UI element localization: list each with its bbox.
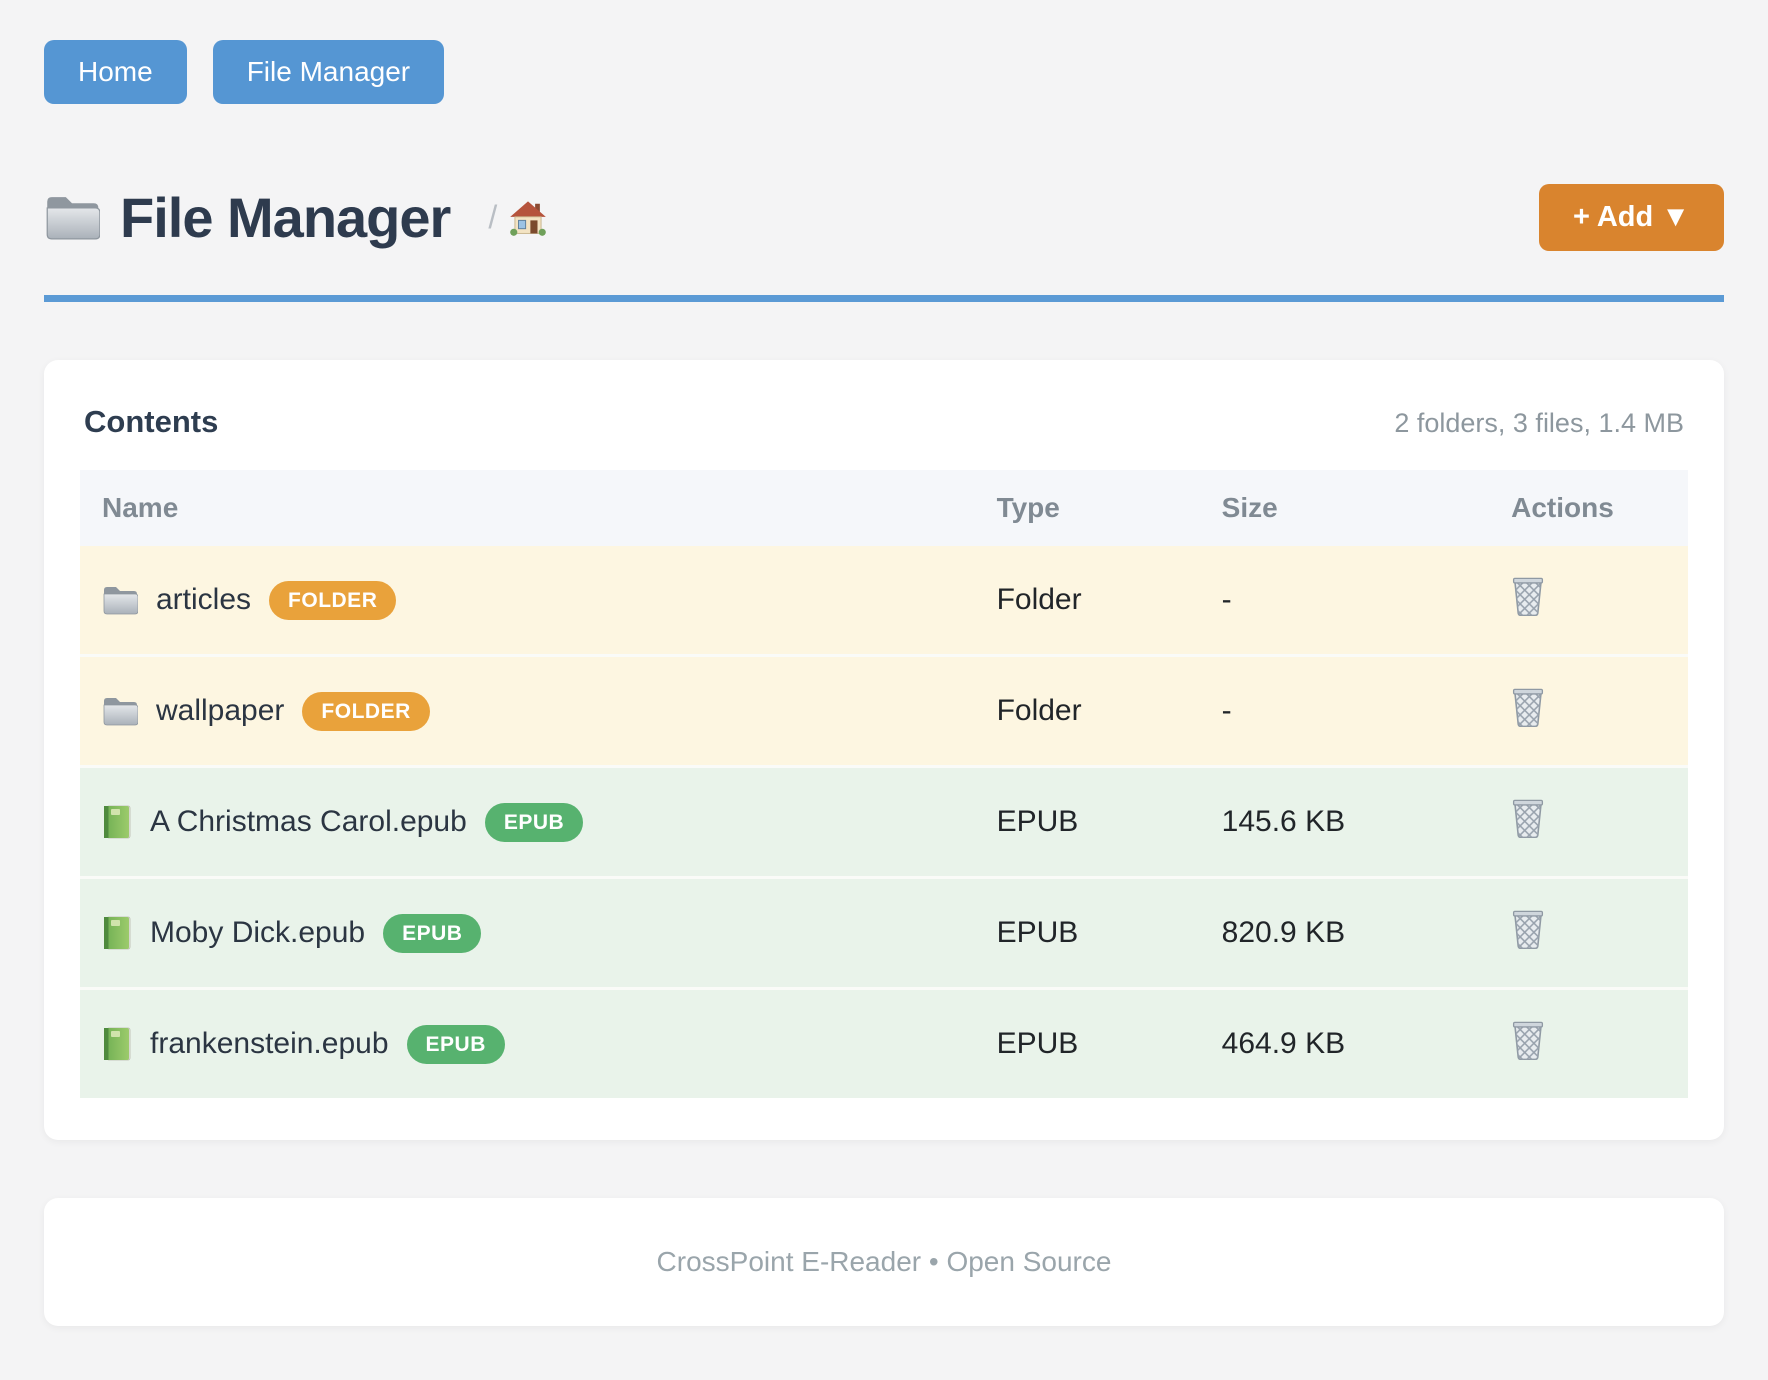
add-button[interactable]: + Add ▼ [1538, 184, 1724, 251]
column-header-actions: Actions [1511, 470, 1688, 546]
table-row[interactable]: frankenstein.epub EPUB EPUB 464.9 KB [80, 987, 1688, 1098]
cell-size: 464.9 KB [1221, 987, 1512, 1098]
folder-icon [102, 696, 139, 727]
delete-button[interactable] [1511, 909, 1545, 950]
folder-icon [44, 194, 101, 242]
table-header-row: Name Type Size Actions [80, 470, 1688, 546]
cell-size: 145.6 KB [1221, 765, 1512, 878]
book-icon [102, 915, 132, 951]
top-nav: Home File Manager [44, 40, 1724, 104]
file-name: frankenstein.epub [150, 1027, 389, 1060]
book-icon [102, 1026, 132, 1062]
table-row[interactable]: articles FOLDER Folder - [80, 546, 1688, 656]
footer-text: CrossPoint E-Reader • Open Source [656, 1246, 1112, 1277]
breadcrumb: / [488, 199, 547, 237]
column-header-type: Type [996, 470, 1222, 546]
cell-size: - [1221, 546, 1512, 656]
trash-icon [1511, 1020, 1545, 1061]
house-icon[interactable] [509, 199, 547, 237]
type-badge: EPUB [484, 802, 584, 842]
delete-button[interactable] [1511, 576, 1545, 617]
cell-type: Folder [996, 654, 1222, 767]
type-badge: EPUB [383, 913, 482, 953]
title-group: File Manager / [44, 185, 547, 250]
column-header-size: Size [1221, 470, 1512, 546]
contents-title: Contents [84, 404, 219, 439]
nav-file-manager-button[interactable]: File Manager [212, 40, 445, 104]
contents-summary: 2 folders, 3 files, 1.4 MB [1394, 408, 1684, 438]
file-name: Moby Dick.epub [150, 916, 366, 949]
trash-icon [1511, 798, 1545, 839]
nav-home-button[interactable]: Home [44, 40, 187, 104]
file-name: A Christmas Carol.epub [150, 805, 467, 838]
cell-type: EPUB [996, 987, 1222, 1098]
file-name: wallpaper [156, 694, 285, 727]
page-title: File Manager [120, 186, 451, 249]
type-badge: FOLDER [302, 691, 430, 731]
table-row[interactable]: A Christmas Carol.epub EPUB EPUB 145.6 K… [80, 765, 1688, 878]
header-divider [44, 295, 1724, 302]
book-icon [102, 804, 132, 840]
type-badge: EPUB [406, 1024, 505, 1064]
type-badge: FOLDER [269, 580, 397, 620]
trash-icon [1511, 576, 1545, 617]
cell-size: 820.9 KB [1221, 876, 1512, 989]
delete-button[interactable] [1511, 687, 1545, 728]
page-header: File Manager / + Add ▼ [44, 184, 1724, 251]
table-row[interactable]: Moby Dick.epub EPUB EPUB 820.9 KB [80, 876, 1688, 989]
cell-type: EPUB [996, 765, 1222, 878]
table-body: articles FOLDER Folder - [80, 546, 1688, 1098]
column-header-name: Name [80, 470, 997, 546]
folder-icon [102, 585, 139, 616]
cell-type: EPUB [996, 876, 1222, 989]
cell-type: Folder [996, 546, 1222, 656]
breadcrumb-separator: / [488, 199, 498, 235]
contents-card: Contents 2 folders, 3 files, 1.4 MB Name… [44, 360, 1724, 1140]
file-name: articles [156, 583, 252, 616]
trash-icon [1511, 687, 1545, 728]
contents-header: Contents 2 folders, 3 files, 1.4 MB [80, 404, 1688, 440]
delete-button[interactable] [1511, 1020, 1545, 1061]
cell-size: - [1221, 654, 1512, 767]
trash-icon [1511, 909, 1545, 950]
table-row[interactable]: wallpaper FOLDER Folder - [80, 654, 1688, 767]
footer-card: CrossPoint E-Reader • Open Source [44, 1198, 1724, 1326]
file-table: Name Type Size Actions articles FOLDER [80, 470, 1688, 1098]
delete-button[interactable] [1511, 798, 1545, 839]
